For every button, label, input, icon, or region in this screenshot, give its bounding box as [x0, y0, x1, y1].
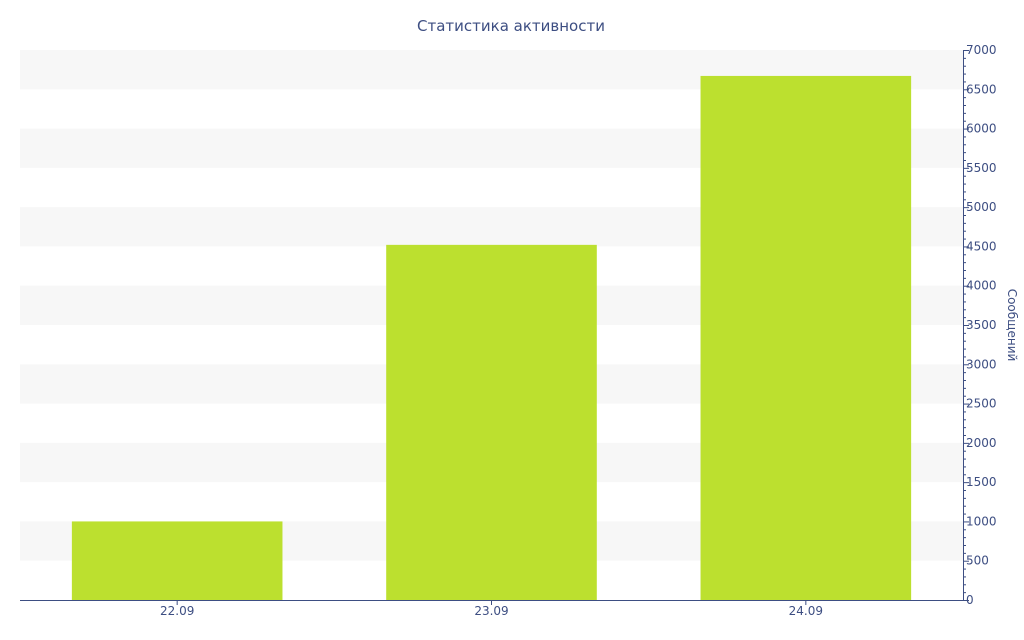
y-tick-label: 1500: [966, 475, 997, 489]
y-tick-label: 3500: [966, 318, 997, 332]
bars-group: [71, 75, 912, 600]
y-tick-label: 500: [966, 554, 989, 568]
y-tick-label: 3000: [966, 357, 997, 371]
y-tick-label: 0: [966, 593, 974, 607]
bar-22.09: [71, 521, 283, 600]
bar-23.09: [386, 244, 597, 600]
y-axis: 0 500 1000 1500 2000 2500 3000 3500 4000 4500 5000…: [963, 43, 997, 607]
y-tick-label: 4500: [966, 239, 997, 253]
y-tick-label: 7000: [966, 43, 997, 57]
y-axis-title: Сообщений: [1005, 289, 1019, 362]
y-tick-label: 5500: [966, 161, 997, 175]
y-tick-label: 6500: [966, 82, 997, 96]
y-tick-label: 5000: [966, 200, 997, 214]
x-axis: 22.09 23.09 24.09: [20, 600, 963, 618]
y-tick-label: 6000: [966, 122, 997, 136]
y-tick-label: 2000: [966, 436, 997, 450]
y-tick-label: 4000: [966, 279, 997, 293]
bar-24.09: [700, 75, 912, 600]
chart-title: Статистика активности: [417, 17, 605, 35]
x-tick-label: 23.09: [474, 604, 508, 618]
x-tick-label: 22.09: [160, 604, 194, 618]
y-tick-label: 1000: [966, 514, 997, 528]
y-tick-label: 2500: [966, 397, 997, 411]
x-tick-label: 24.09: [789, 604, 823, 618]
